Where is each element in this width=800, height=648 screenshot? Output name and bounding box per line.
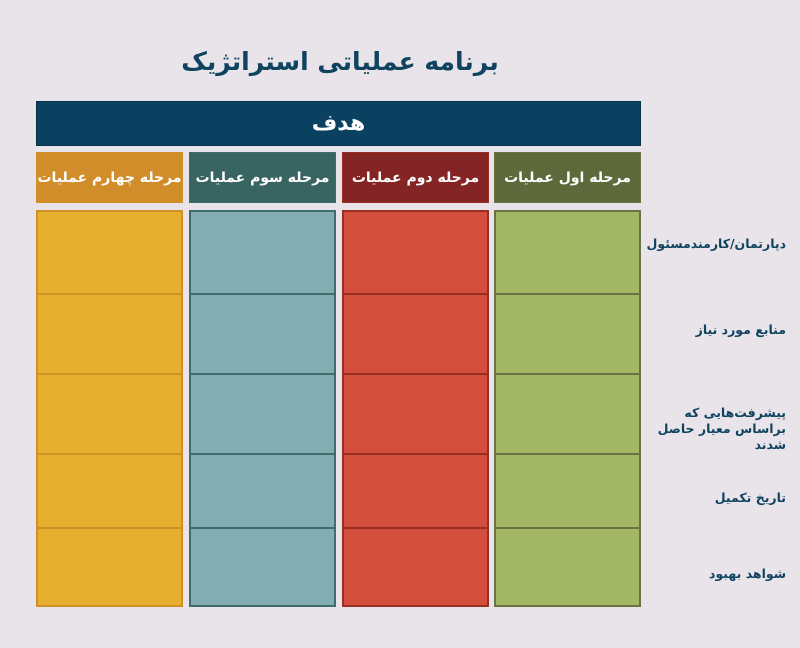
row-label-progress: پیشرفت‌هایی که براساس معیار حاصل شدند [657,405,786,452]
stage-column-1 [494,210,641,607]
grid-cell[interactable] [344,455,487,529]
grid-cell[interactable] [191,455,334,529]
row-label-improvement-evidence: شواهد بهبود [709,566,786,581]
grid-cell[interactable] [344,295,487,375]
grid-cell[interactable] [496,455,639,529]
grid-cell[interactable] [191,295,334,375]
grid-cell[interactable] [344,212,487,295]
page-title: برنامه عملیاتی استراتژیک [181,47,499,76]
grid-cell[interactable] [38,295,181,375]
grid-cell[interactable] [38,375,181,455]
row-label-resources: منابع مورد نیاز [695,322,786,337]
stage-header-2: مرحله دوم عملیات [342,152,489,203]
grid-cell[interactable] [496,212,639,295]
grid-cell[interactable] [191,529,334,605]
row-label-completion-date: تاریخ تکمیل [714,490,786,505]
grid-cell[interactable] [496,295,639,375]
stage-header-3: مرحله سوم عملیات [189,152,336,203]
grid-cell[interactable] [191,375,334,455]
grid-cell[interactable] [344,529,487,605]
goal-banner: هدف [36,101,641,146]
stage-column-4 [36,210,183,607]
stage-column-3 [189,210,336,607]
grid-cell[interactable] [38,455,181,529]
stage-column-2 [342,210,489,607]
grid-cell[interactable] [191,212,334,295]
stage-header-4: مرحله چهارم عملیات [36,152,183,203]
grid-cell[interactable] [344,375,487,455]
grid-cell[interactable] [496,375,639,455]
grid-cell[interactable] [38,212,181,295]
grid-cell[interactable] [38,529,181,605]
stage-header-1: مرحله اول عملیات [494,152,641,203]
grid-cell[interactable] [496,529,639,605]
row-label-responsible: دپارتمان/کارمندمسئول [646,236,786,251]
